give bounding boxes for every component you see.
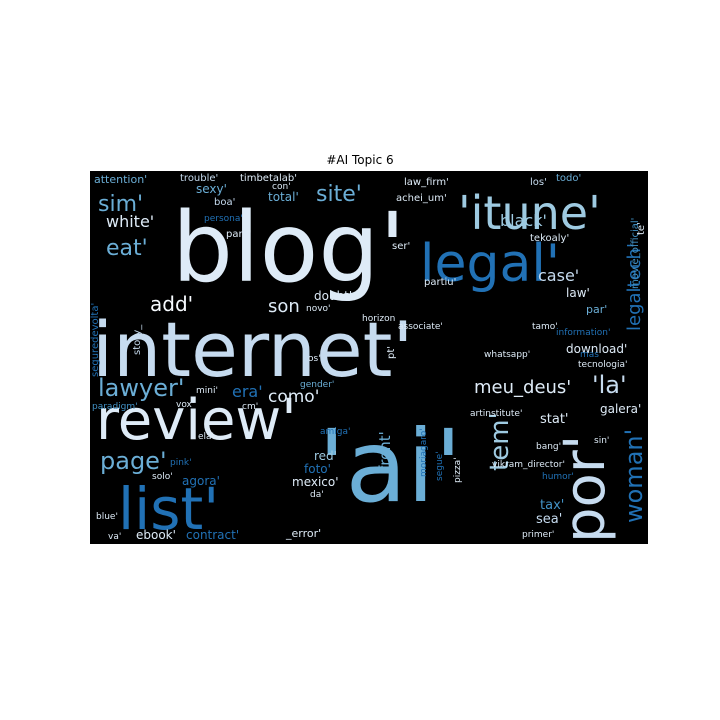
word: law_firm': [404, 177, 449, 188]
word: partiu': [424, 277, 456, 288]
word: trouble': [180, 173, 218, 184]
word: sexy': [196, 182, 227, 196]
word: tekoaly': [530, 233, 569, 244]
word: novo': [306, 304, 331, 314]
word: pink': [170, 458, 192, 468]
word: vox': [176, 400, 194, 410]
word: list': [118, 475, 219, 543]
word: associate': [398, 322, 443, 332]
word: primer': [522, 530, 554, 540]
word: con': [272, 182, 291, 192]
word: 'ai': [318, 408, 462, 525]
word: ela': [198, 432, 214, 442]
word: te': [636, 222, 647, 235]
word: mas: [580, 350, 599, 360]
word: 'itune': [458, 186, 601, 240]
word: seguredevolta': [90, 303, 101, 377]
word: galera': [600, 402, 641, 416]
word: stat': [540, 412, 569, 427]
word: red': [314, 449, 337, 463]
word: blue': [96, 512, 118, 522]
word: amiga': [320, 427, 351, 437]
word: pt': [386, 346, 397, 359]
word: download': [566, 342, 627, 356]
word: meu_deus': [474, 377, 571, 398]
word: white': [106, 212, 154, 231]
word: blog': [172, 192, 406, 304]
word: black': [500, 211, 547, 230]
word: agora': [182, 474, 220, 488]
word: legal': [420, 234, 560, 294]
word: case': [538, 266, 579, 285]
word: par': [586, 303, 607, 316]
word: cm': [242, 402, 258, 412]
word: site': [316, 182, 362, 207]
word: law': [566, 286, 590, 300]
word: humor': [542, 472, 574, 482]
word: front': [376, 431, 394, 471]
word: eat': [106, 236, 148, 261]
word: sea': [536, 512, 562, 527]
word-cloud-canvas: internet' blog' 'ai' review' list' 'itun…: [90, 171, 648, 544]
word: gender': [300, 380, 334, 390]
word: era': [232, 382, 263, 401]
figure-title: #AI Topic 6: [326, 153, 394, 167]
word: woman': [620, 429, 648, 523]
word: boa': [214, 197, 235, 208]
word: moriagaro': [419, 428, 429, 477]
word: os': [308, 354, 321, 364]
word: como': [268, 387, 319, 407]
word: legaltech': [624, 243, 645, 331]
word: tamo': [532, 322, 558, 332]
word: page': [100, 447, 167, 475]
word: review': [96, 388, 297, 453]
word: todo': [556, 173, 581, 184]
word: solo': [152, 472, 173, 482]
word: segue': [435, 451, 445, 481]
word: vikram_director': [492, 460, 565, 470]
word: achei_um': [396, 193, 447, 204]
word: lawyer': [98, 374, 184, 402]
word: para': [226, 229, 251, 240]
word: ser': [392, 241, 410, 252]
word: attention': [94, 173, 147, 186]
word: tax': [540, 498, 564, 513]
word: mini': [196, 386, 218, 396]
word: add': [150, 292, 193, 316]
word: artinstitute': [470, 409, 522, 419]
word: paradigm': [92, 402, 138, 412]
word: foto': [304, 462, 331, 476]
word-cloud: internet' blog' 'ai' review' list' 'itun…: [90, 171, 648, 544]
word: doubt': [314, 289, 352, 303]
word: tem': [485, 412, 515, 471]
word: whatsapp': [484, 350, 530, 360]
word: 'la': [592, 371, 627, 399]
word: bang': [536, 442, 561, 452]
word: da': [310, 490, 324, 500]
word: sin': [594, 436, 609, 446]
word: va': [108, 532, 121, 542]
word: mexico': [292, 475, 339, 489]
word: persona': [204, 214, 243, 224]
word: los': [530, 177, 547, 188]
word: information': [556, 328, 610, 338]
word: timbetalab': [240, 173, 297, 184]
word: son: [268, 296, 300, 317]
word: movie_official': [630, 218, 641, 289]
word: total': [268, 190, 299, 204]
word-cloud-background: [90, 171, 648, 544]
word: por': [553, 435, 618, 543]
word: internet': [92, 305, 413, 394]
word: tecnologia': [578, 360, 627, 370]
word: sim': [98, 192, 143, 217]
word: _error': [285, 527, 321, 540]
word: ebook': [136, 528, 176, 542]
word: pizza': [453, 457, 463, 483]
word: contract': [186, 528, 239, 542]
word: story_: [132, 324, 143, 355]
word: horizon: [362, 314, 395, 324]
